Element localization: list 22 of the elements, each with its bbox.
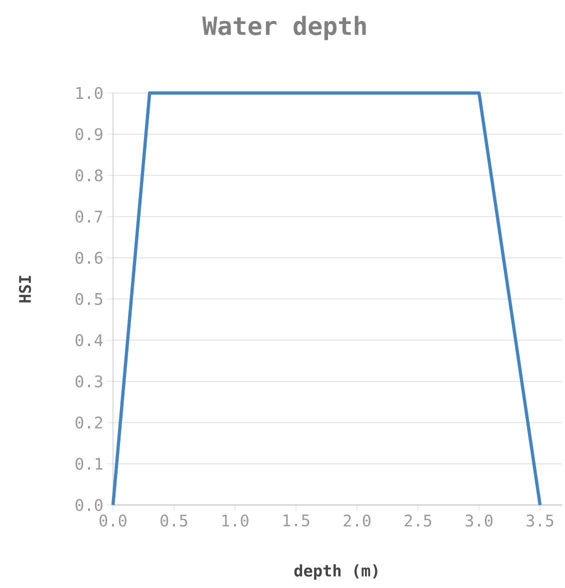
y-tick-label: 1.0 bbox=[76, 86, 102, 100]
y-tick-label: 0.7 bbox=[76, 210, 102, 223]
y-tick-label: 0.9 bbox=[76, 128, 102, 140]
y-tick-label: 0.2 bbox=[76, 416, 102, 429]
y-tick-label: 0.5 bbox=[76, 292, 102, 306]
x-tick-label: 1.0 bbox=[222, 514, 248, 527]
y-tick-label: 0.1 bbox=[76, 458, 102, 470]
chart-title: Water depth bbox=[202, 16, 366, 40]
x-axis-title: depth (m) bbox=[294, 564, 378, 580]
x-tick-label: 2.0 bbox=[344, 514, 370, 527]
y-tick-label: 0.3 bbox=[76, 375, 102, 388]
y-tick-label: 0.0 bbox=[76, 498, 102, 512]
x-tick-label: 1.5 bbox=[284, 514, 310, 526]
y-tick-label: 0.4 bbox=[76, 334, 103, 346]
x-tick-label: 3.5 bbox=[526, 514, 554, 527]
y-axis-title: HSI bbox=[18, 276, 32, 302]
y-tick-label: 0.6 bbox=[76, 252, 102, 264]
x-tick-label: 3.0 bbox=[466, 514, 492, 527]
x-tick-label: 0.0 bbox=[100, 514, 126, 527]
x-tick-label: 2.5 bbox=[404, 514, 432, 527]
x-tick-label: 0.5 bbox=[160, 514, 188, 527]
y-tick-label: 0.8 bbox=[76, 169, 102, 182]
